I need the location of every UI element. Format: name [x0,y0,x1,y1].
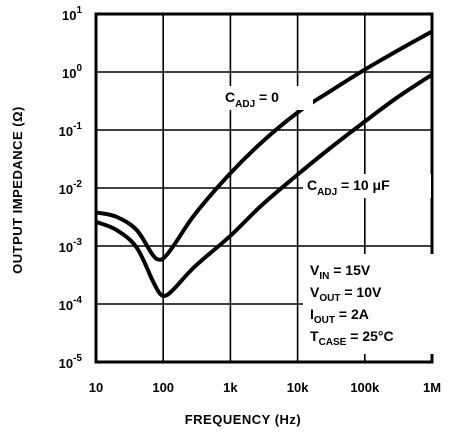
x-tick-label: 10k [287,380,309,395]
y-axis-label: OUTPUT IMPEDANCE (Ω) [10,106,25,274]
series-label-2: CADJ = 10 μF [307,177,390,198]
y-tick-label: 10-2 [59,179,83,197]
series-line-2 [95,73,434,299]
curves [95,29,434,299]
y-tick-label: 10-4 [59,295,83,313]
x-tick-label: 100k [350,380,380,395]
grid [96,14,432,362]
x-tick-label: 1k [223,380,238,395]
y-tick-label: 10-3 [59,237,83,255]
x-tick-label: 100 [152,380,174,395]
plot-frame [94,12,434,364]
series-labels: CADJ = 0 CADJ = 10 μF [221,86,431,198]
condition-line: VOUT = 10V [310,284,382,304]
x-tick-label: 1M [423,380,441,395]
x-tick-labels: 10 100 1k 10k 100k 1M [89,380,441,395]
series-line-1 [95,29,433,262]
condition-line: TCASE = 25°C [310,328,394,348]
x-tick-label: 10 [89,380,103,395]
y-tick-label: 10-5 [59,353,83,371]
series-label-1: CADJ = 0 [225,89,279,110]
condition-line: IOUT = 2A [310,306,369,326]
y-tick-labels: 101 100 10-1 10-2 10-3 10-4 10-5 [59,5,83,371]
series-label-bg [303,174,431,198]
series-label-bg [221,86,313,110]
y-tick-label: 101 [62,5,82,23]
y-tick-label: 100 [62,63,82,81]
y-tick-label: 10-1 [59,121,83,139]
conditions-box-bg [303,254,439,354]
x-axis-label: FREQUENCY (Hz) [185,412,302,427]
condition-line: VIN = 15V [310,262,371,282]
